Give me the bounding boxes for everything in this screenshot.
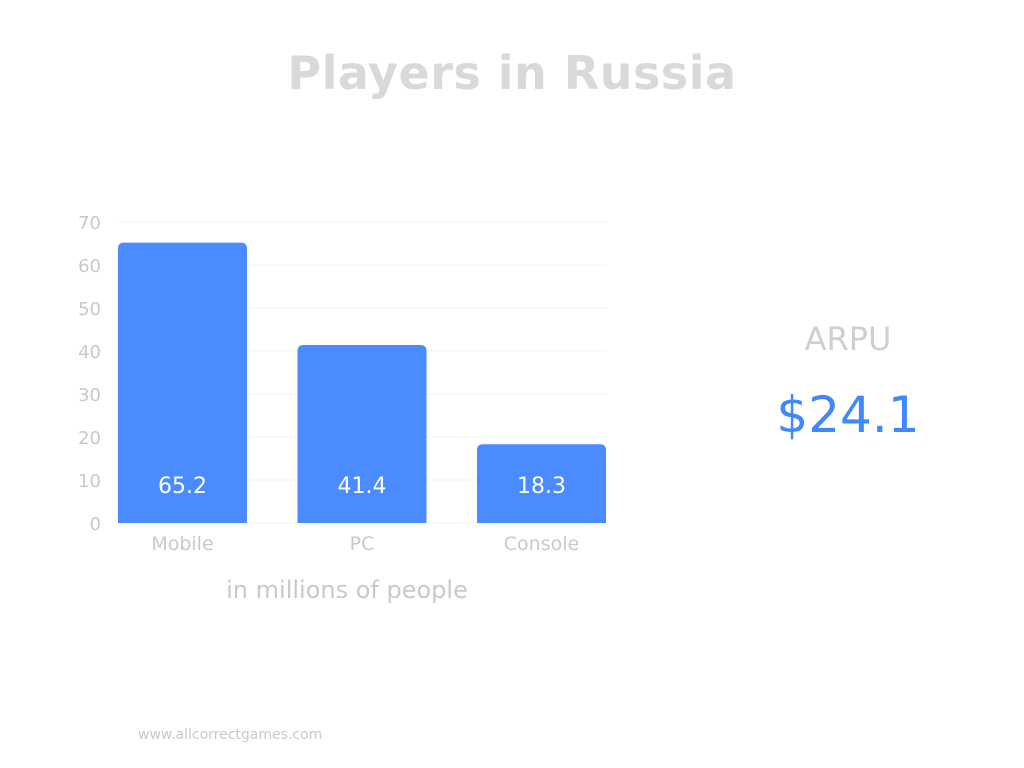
y-tick-label: 40 (78, 342, 101, 363)
y-tick-label: 20 (78, 428, 101, 449)
axis-note: in millions of people (226, 576, 468, 604)
x-tick-label: PC (350, 533, 375, 555)
y-tick-label: 70 (78, 213, 101, 234)
bar-pc (297, 344, 427, 523)
y-tick-label: 30 (78, 385, 101, 406)
chart-title: Players in Russia (287, 46, 737, 100)
y-tick-label: 0 (90, 514, 101, 535)
y-tick-label: 60 (78, 256, 101, 277)
y-tick-label: 50 (78, 299, 101, 320)
x-tick-label: Console (504, 533, 579, 555)
arpu-value: $24.1 (776, 386, 920, 444)
arpu-label: ARPU (804, 320, 892, 358)
bar-value-label: 65.2 (158, 474, 207, 499)
bar-mobile (118, 242, 247, 523)
y-tick-label: 10 (78, 471, 101, 492)
x-tick-label: Mobile (151, 533, 213, 555)
bar-value-label: 18.3 (517, 474, 566, 499)
bar-value-label: 41.4 (338, 474, 387, 499)
footer-url: www.allcorrectgames.com (138, 727, 323, 743)
bar-console (477, 444, 606, 523)
